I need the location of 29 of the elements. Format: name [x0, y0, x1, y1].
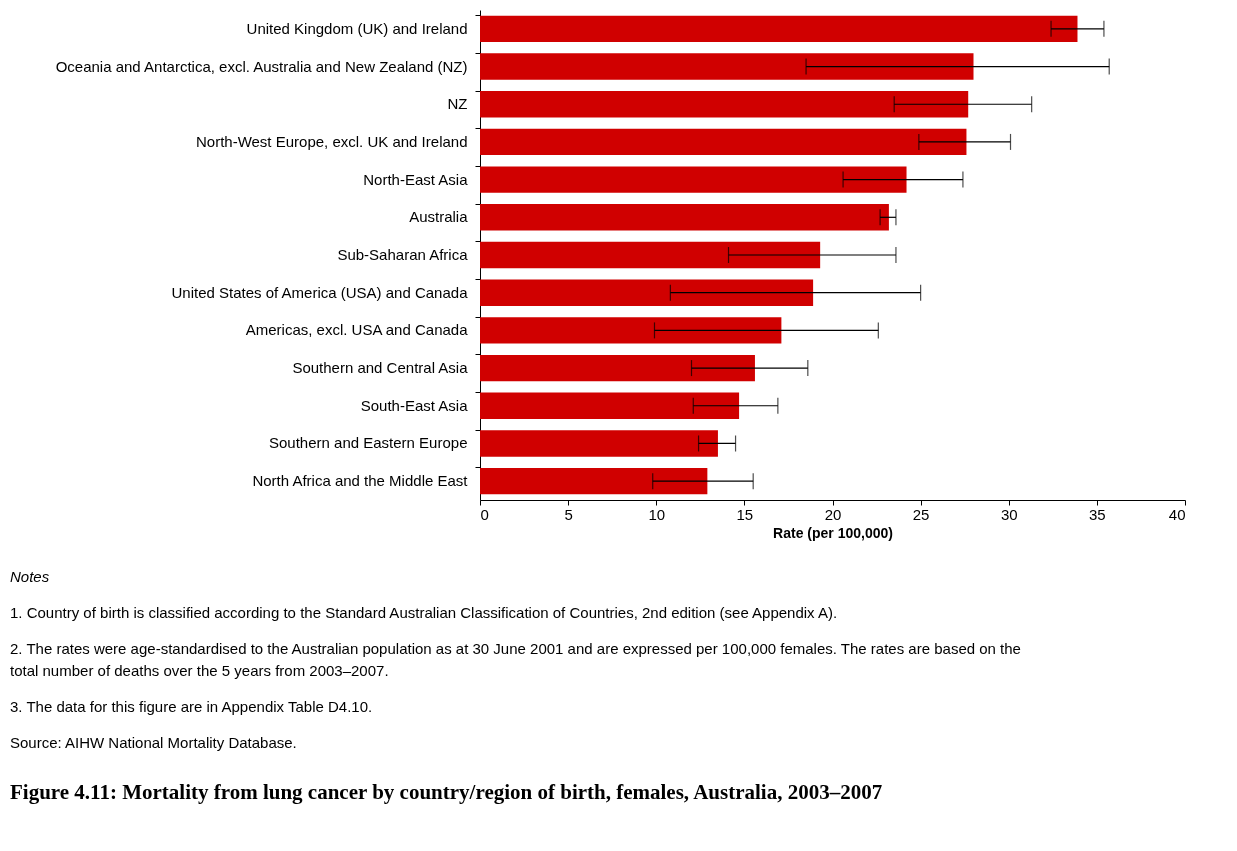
- y-tick-label: South-East Asia: [360, 396, 469, 414]
- text: 3. The data for this figure are in Appendix Table D4.10.: [10, 698, 373, 715]
- y-tick-label: North Africa and the Middle East: [252, 472, 469, 490]
- x-tick-label: 0: [480, 505, 489, 523]
- x-tick-label: 20: [824, 505, 842, 523]
- x-tick-label: 10: [648, 505, 666, 523]
- y-tick-label: Americas, excl. USA and Canada: [245, 321, 469, 339]
- y-tick-label: North-West Europe, excl. UK and Ireland: [195, 132, 468, 150]
- y-tick-label: Sub-Saharan Africa: [337, 246, 469, 263]
- y-tick-label: Australia: [409, 208, 469, 226]
- x-tick-label: 5: [564, 505, 573, 523]
- text: Notes: [10, 568, 50, 585]
- x-tick-label: 30: [1000, 505, 1018, 523]
- y-tick-label: Southern and Central Asia: [292, 359, 469, 377]
- text: 1. Country of birth is classified according to the Standard Australian Classification of Countries, 2nd edition (see Appendix A).: [10, 604, 838, 621]
- x-tick-label: 35: [1089, 505, 1106, 523]
- y-tick-label: United Kingdom (UK) and Ireland: [246, 19, 468, 37]
- source-note: Source: AIHW National Mortality Database.: [10, 734, 297, 751]
- y-tick-label: North-East Asia: [363, 170, 469, 188]
- text: 2. The rates were age-standardised to the Australian population as at 30 June 2001 and are expressed per 100,000 females. The rates are based on the total number of deaths over the 5 years from 2003–2007.: [10, 640, 1021, 679]
- text: Figure 4.11: Mortality from lung cancer by country/region of birth, females, Australia, 2003–2007: [10, 780, 883, 804]
- y-tick-label: Southern and Eastern Europe: [269, 434, 468, 452]
- y-tick-label: United States of America (USA) and Canada: [171, 283, 469, 301]
- x-tick-label: 40: [1168, 505, 1186, 523]
- x-tick-label: 25: [912, 505, 930, 523]
- x-tick-label: 15: [736, 505, 754, 523]
- y-tick-label: NZ: [447, 95, 468, 113]
- x-axis-title: Rate (per 100,000): [773, 524, 893, 541]
- y-tick-label: Oceania and Antarctica, excl. Australia and New Zealand (NZ): [55, 57, 468, 75]
